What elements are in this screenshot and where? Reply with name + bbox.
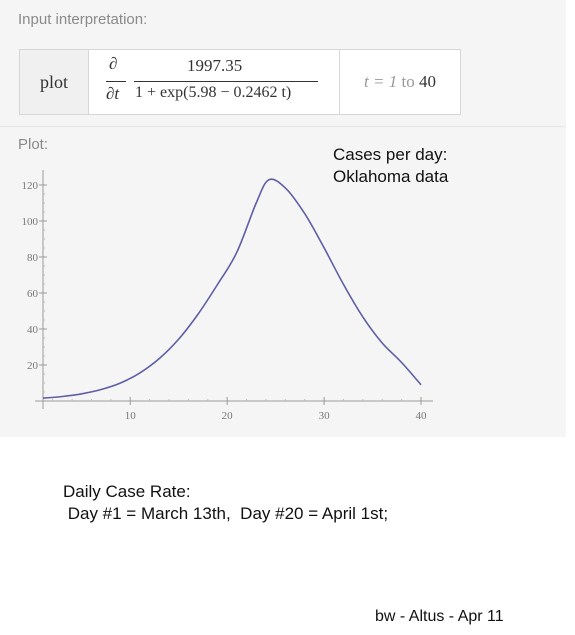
derivative-fraction-line [106,81,126,82]
caption-line2: Day #1 = March 13th, Day #20 = April 1st… [63,504,389,523]
y-tick-label: 100 [22,216,39,228]
x-tick-label: 40 [416,410,428,422]
input-interpretation-pod: Input interpretation: plot ∂ ∂t 1997.35 … [0,0,566,126]
formula-numerator: 1997.35 [187,56,243,75]
plot-pod-title: Plot: [18,136,49,153]
y-tick-label: 120 [22,180,39,192]
chart-note-line1: Cases per day: [333,145,448,164]
range-end: 40 [418,72,436,91]
x-tick-label: 20 [222,410,234,422]
range-cell: t = 1 to 40 [340,50,460,114]
x-tick-label: 10 [125,410,137,422]
y-tick-label: 80 [27,252,39,264]
formula-cell: ∂ ∂t 1997.35 1 + exp(5.98 − 0.2462 t) [89,50,340,114]
y-tick-label: 40 [27,324,39,336]
chart-note-line2: Oklahoma data [333,167,449,186]
signature: bw - Altus - Apr 11 [375,608,504,625]
derivative-top: ∂ [109,54,118,73]
command-label: plot [39,71,68,92]
formula-denominator: 1 + exp(5.98 − 0.2462 t) [135,84,292,101]
input-pod-title: Input interpretation: [18,11,148,28]
plot-chart: 20 40 60 80 100 120 10 20 30 40 [22,170,433,422]
range-to: to [401,72,415,91]
range-start: t = 1 [364,72,398,91]
series-line-0 [42,178,422,399]
caption-line1: Daily Case Rate: [63,482,191,501]
formula-fraction-line [134,81,318,82]
derivative-bottom: ∂t [106,84,120,103]
y-tick-label: 60 [27,288,39,300]
input-table: plot ∂ ∂t 1997.35 1 + exp(5.98 − 0.2462 … [19,49,461,115]
x-tick-label: 30 [319,410,331,422]
plot-pod: Plot: [0,126,566,437]
y-tick-label: 20 [27,360,39,372]
command-cell: plot [20,50,89,114]
